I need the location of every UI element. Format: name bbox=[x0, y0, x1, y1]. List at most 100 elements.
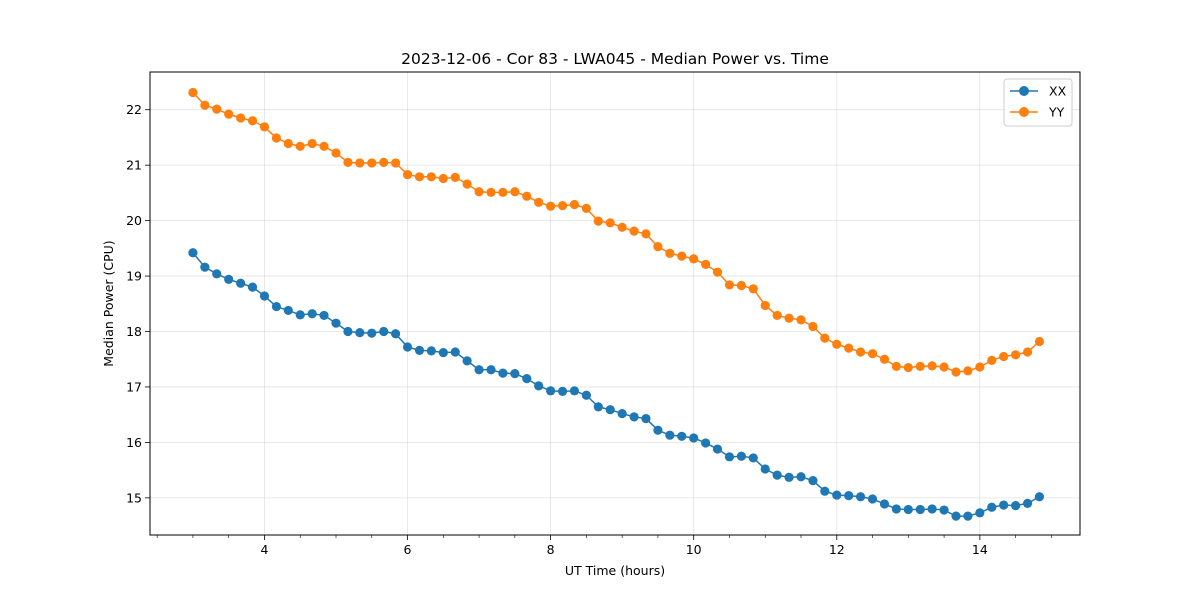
data-point-xx bbox=[653, 425, 663, 435]
data-point-xx bbox=[557, 386, 568, 396]
data-point-xx bbox=[963, 511, 973, 521]
data-point-yy bbox=[724, 280, 735, 290]
data-point-yy bbox=[486, 187, 496, 197]
data-point-yy bbox=[939, 362, 949, 372]
data-point-xx bbox=[462, 356, 472, 366]
data-point-xx bbox=[796, 472, 806, 482]
data-point-yy bbox=[641, 229, 651, 239]
data-point-xx bbox=[617, 408, 627, 419]
data-point-yy bbox=[712, 267, 723, 277]
legend: XX YY bbox=[1003, 78, 1073, 127]
data-point-yy bbox=[617, 222, 627, 232]
data-point-yy bbox=[629, 226, 639, 236]
data-point-yy bbox=[212, 104, 222, 114]
data-point-yy bbox=[569, 199, 580, 210]
data-point-yy bbox=[462, 179, 472, 189]
data-point-xx bbox=[271, 301, 282, 312]
data-point-yy bbox=[414, 172, 425, 182]
data-point-xx bbox=[224, 274, 234, 284]
data-point-yy bbox=[975, 362, 985, 372]
data-point-xx bbox=[259, 291, 270, 301]
data-point-yy bbox=[891, 361, 901, 372]
grid bbox=[150, 72, 1080, 535]
data-point-xx bbox=[343, 326, 353, 337]
data-point-xx bbox=[701, 438, 711, 448]
data-point-yy bbox=[307, 138, 317, 149]
data-point-xx bbox=[867, 494, 878, 504]
data-point-xx bbox=[474, 365, 484, 375]
data-point-yy bbox=[343, 157, 353, 167]
y-axis-label: Median Power (CPU) bbox=[101, 240, 116, 366]
x-axis-label: UT Time (hours) bbox=[565, 563, 665, 578]
data-point-yy bbox=[748, 284, 758, 294]
data-point-xx bbox=[844, 491, 854, 501]
data-point-yy bbox=[438, 173, 448, 184]
data-point-yy bbox=[653, 242, 663, 252]
x-tick-label: 8 bbox=[547, 542, 555, 557]
y-tick-label: 20 bbox=[126, 213, 142, 228]
data-point-yy bbox=[736, 280, 747, 291]
data-point-yy bbox=[593, 216, 603, 226]
data-point-xx bbox=[390, 329, 401, 339]
data-point-yy bbox=[390, 158, 401, 168]
data-point-yy bbox=[581, 203, 591, 213]
data-point-xx bbox=[665, 430, 675, 440]
data-point-yy bbox=[820, 333, 830, 343]
data-point-xx bbox=[605, 405, 615, 415]
data-point-yy bbox=[426, 172, 436, 182]
data-point-yy bbox=[1011, 350, 1021, 360]
data-point-yy bbox=[867, 349, 878, 359]
data-point-xx bbox=[975, 508, 985, 518]
data-point-yy bbox=[367, 158, 377, 168]
data-point-xx bbox=[927, 504, 937, 514]
data-point-xx bbox=[736, 451, 747, 461]
data-point-yy bbox=[605, 218, 615, 228]
data-point-xx bbox=[903, 504, 913, 515]
data-point-yy bbox=[832, 339, 842, 349]
data-point-xx bbox=[414, 345, 425, 355]
series-layer bbox=[188, 87, 1045, 521]
y-tick-label: 22 bbox=[126, 102, 142, 117]
data-point-xx bbox=[629, 412, 639, 422]
data-point-xx bbox=[772, 470, 782, 480]
data-point-yy bbox=[259, 122, 270, 132]
data-point-xx bbox=[832, 490, 842, 500]
data-point-yy bbox=[474, 187, 484, 197]
data-point-yy bbox=[760, 300, 770, 311]
data-point-yy bbox=[927, 361, 937, 371]
data-point-xx bbox=[546, 386, 556, 396]
x-tick-label: 12 bbox=[829, 542, 845, 557]
data-point-yy bbox=[915, 361, 925, 372]
data-point-yy bbox=[450, 172, 460, 182]
data-point-xx bbox=[200, 262, 210, 272]
data-point-xx bbox=[367, 328, 377, 338]
data-point-xx bbox=[915, 504, 925, 515]
data-point-yy bbox=[534, 197, 544, 207]
data-point-xx bbox=[510, 369, 520, 379]
data-point-yy bbox=[188, 87, 198, 98]
y-tick-label: 17 bbox=[126, 379, 142, 394]
data-point-xx bbox=[855, 492, 866, 502]
data-point-xx bbox=[808, 476, 818, 486]
data-point-xx bbox=[689, 433, 699, 443]
data-point-yy bbox=[784, 313, 794, 323]
data-point-yy bbox=[522, 191, 532, 201]
data-point-xx bbox=[581, 390, 591, 400]
data-point-yy bbox=[855, 347, 866, 357]
x-tick-label: 10 bbox=[686, 542, 702, 557]
data-point-yy bbox=[796, 315, 806, 325]
chart-title: 2023-12-06 - Cor 83 - LWA045 - Median Po… bbox=[401, 50, 829, 68]
data-point-xx bbox=[379, 326, 389, 337]
data-point-xx bbox=[820, 486, 830, 496]
data-point-xx bbox=[522, 374, 532, 384]
data-point-yy bbox=[677, 251, 687, 261]
data-point-xx bbox=[748, 453, 758, 463]
data-point-yy bbox=[808, 321, 818, 332]
data-point-xx bbox=[355, 328, 365, 338]
y-tick-label: 16 bbox=[126, 435, 142, 450]
series-yy bbox=[188, 87, 1045, 377]
series-xx bbox=[188, 248, 1045, 521]
data-point-xx bbox=[402, 342, 413, 352]
data-point-yy bbox=[689, 254, 699, 264]
data-point-xx bbox=[879, 499, 890, 509]
